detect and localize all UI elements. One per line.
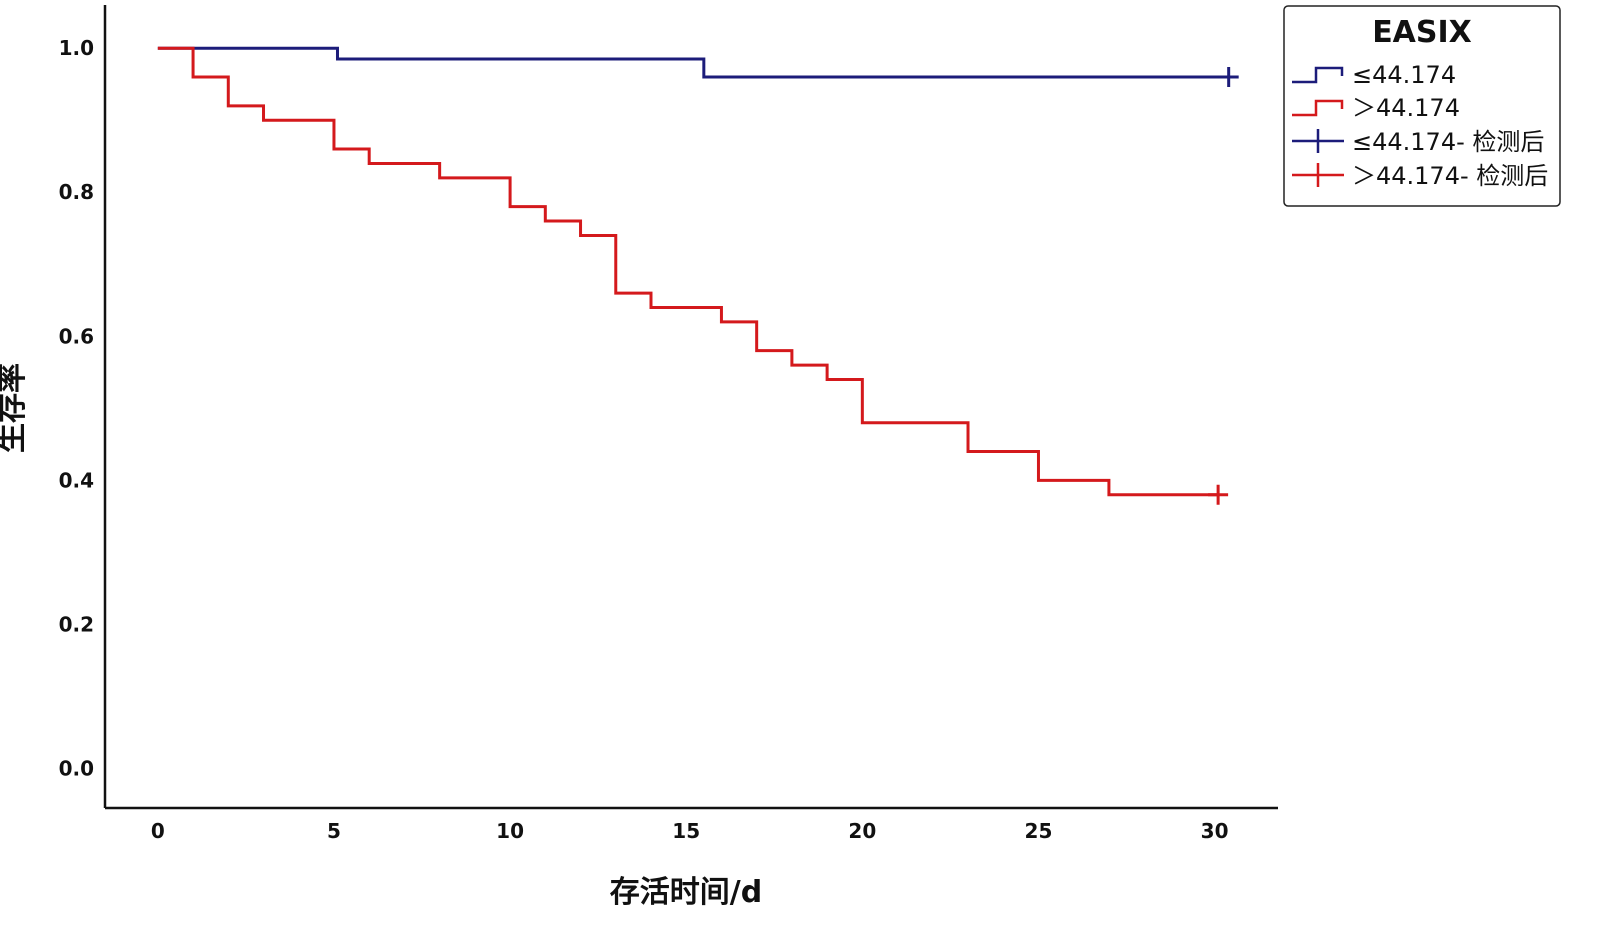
legend-label: ≤44.174- 检测后 — [1352, 128, 1544, 156]
legend-step-symbol — [1292, 99, 1344, 117]
censor-mark-2 — [1208, 484, 1229, 505]
legend-label: ＞44.174- 检测后 — [1352, 162, 1548, 190]
y-tick-label: 0.8 — [59, 180, 94, 204]
survival-curves — [157, 46, 1239, 505]
survival-curve-2 — [157, 46, 1219, 497]
legend-title: EASIX — [1372, 15, 1472, 50]
survival-curve-1 — [157, 46, 1229, 79]
x-tick-label: 25 — [1025, 819, 1053, 843]
legend-step-symbol — [1292, 66, 1344, 84]
censor-mark-1 — [1218, 67, 1239, 88]
legend: EASIX ≤44.174 ＞44.174 ≤44.174- 检测后 ＞44.174-… — [1283, 5, 1561, 207]
y-axis-title: 生存率 — [0, 363, 30, 453]
x-tick-label: 10 — [496, 819, 524, 843]
y-tick-label: 0.2 — [59, 612, 94, 636]
x-tick-label: 15 — [672, 819, 700, 843]
y-tick-label: 1.0 — [59, 36, 94, 60]
x-tick-label: 0 — [151, 819, 165, 843]
legend-cross-symbol — [1292, 163, 1344, 187]
y-tick-label: 0.6 — [59, 324, 94, 348]
legend-box — [1283, 5, 1561, 207]
axes — [103, 5, 1278, 810]
y-tick-label: 0.0 — [59, 756, 94, 780]
x-tick-labels: 0 5 10 15 20 25 30 — [151, 819, 1229, 843]
x-axis-title: 存活时间/d — [610, 875, 762, 910]
legend-cross-symbol — [1292, 129, 1344, 153]
y-tick-label: 0.4 — [59, 468, 94, 492]
y-tick-labels: 0.0 0.2 0.4 0.6 0.8 1.0 — [59, 36, 94, 780]
x-tick-label: 30 — [1201, 819, 1229, 843]
legend-label: ≤44.174 — [1352, 61, 1456, 89]
legend-label: ＞44.174 — [1352, 94, 1460, 122]
x-tick-label: 20 — [848, 819, 876, 843]
x-tick-label: 5 — [327, 819, 341, 843]
